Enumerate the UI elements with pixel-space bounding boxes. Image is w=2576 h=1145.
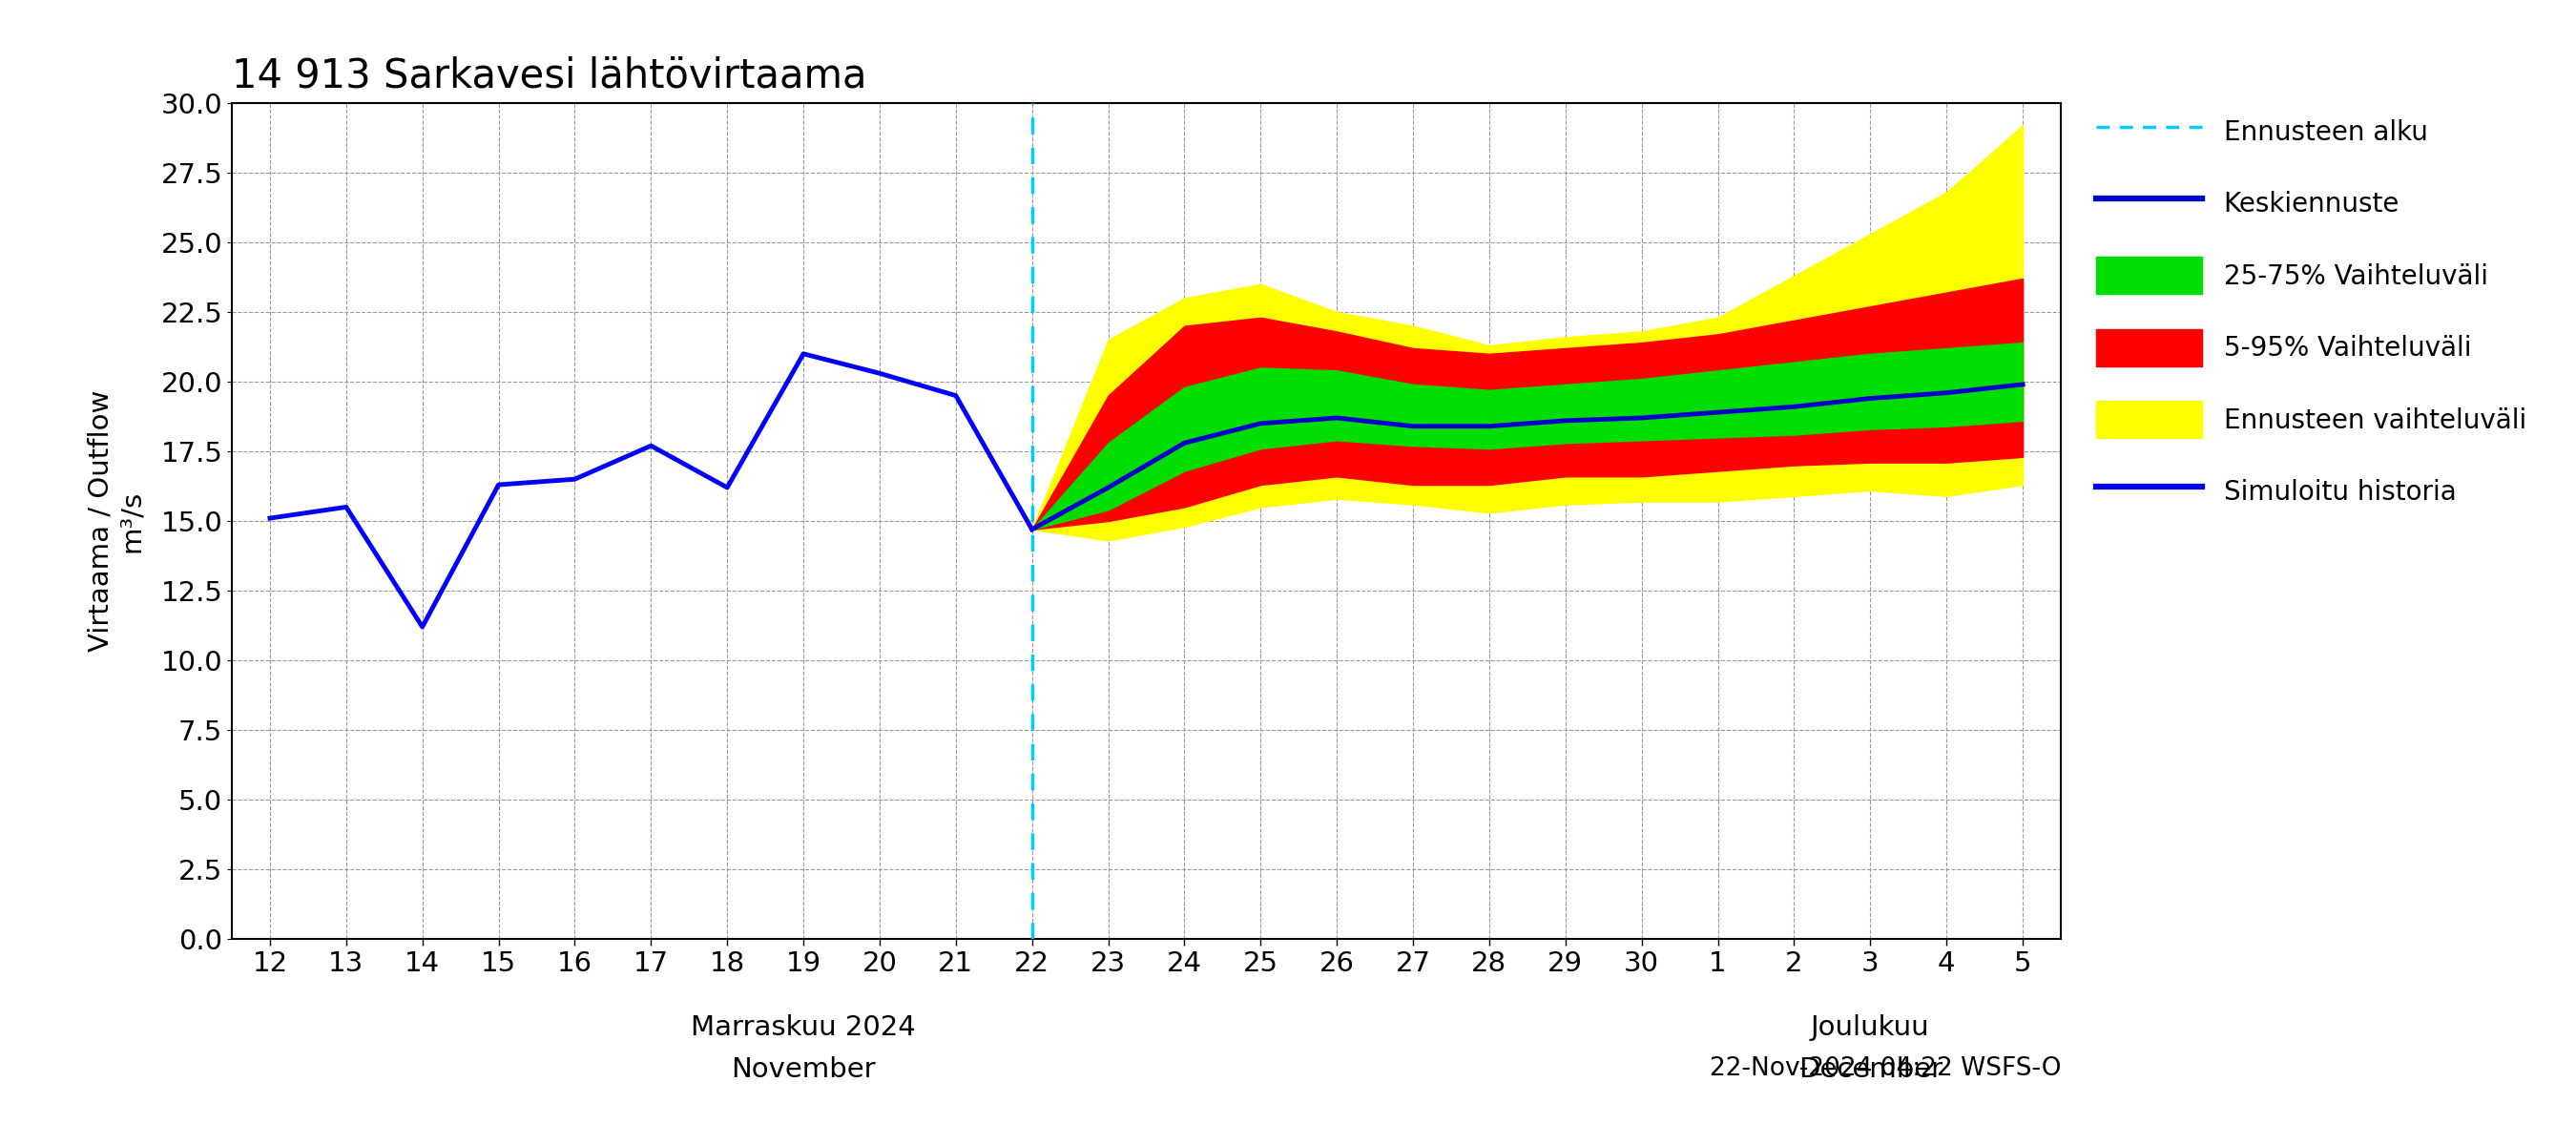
- Text: Joulukuu: Joulukuu: [1811, 1014, 1929, 1041]
- Text: 22-Nov-2024 04:22 WSFS-O: 22-Nov-2024 04:22 WSFS-O: [1710, 1056, 2061, 1081]
- Text: 14 913 Sarkavesi lähtövirtaama: 14 913 Sarkavesi lähtövirtaama: [232, 56, 866, 96]
- Y-axis label: Virtaama / Outflow
m³/s: Virtaama / Outflow m³/s: [88, 390, 144, 652]
- Legend: Ennusteen alku, Keskiennuste, 25-75% Vaihteluväli, 5-95% Vaihteluväli, Ennusteen: Ennusteen alku, Keskiennuste, 25-75% Vai…: [2084, 100, 2540, 523]
- Text: December: December: [1798, 1056, 1942, 1083]
- Text: November: November: [732, 1056, 876, 1083]
- Text: Marraskuu 2024: Marraskuu 2024: [690, 1014, 917, 1041]
